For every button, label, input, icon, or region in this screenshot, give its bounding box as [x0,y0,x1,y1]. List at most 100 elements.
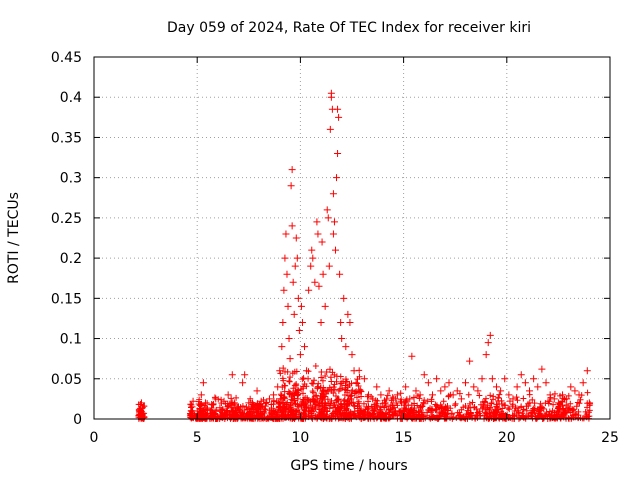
data-point-marker [303,413,310,420]
data-point [420,371,428,379]
data-point-marker [315,402,322,409]
data-point [585,399,593,407]
data-point-marker [573,403,580,410]
y-tick-label: 0.05 [51,372,82,388]
data-point [402,383,410,391]
data-point-marker [301,407,308,414]
data-point-marker [500,410,507,417]
data-point-marker [543,409,550,416]
data-point [571,387,579,395]
y-tick-label: 0.15 [51,291,82,307]
data-point [208,401,216,409]
data-point [346,318,354,326]
data-point [270,391,278,399]
data-point-marker [586,407,593,414]
data-point [538,365,546,373]
data-point [350,367,358,375]
data-point-marker [584,389,591,396]
data-point-marker [420,413,427,420]
data-point [321,302,329,310]
data-point-marker [312,405,319,412]
data-point-marker [290,408,297,415]
y-tick-label: 0.3 [60,171,82,187]
data-point-marker [332,392,339,399]
data-point [327,89,335,97]
data-point [550,395,558,403]
data-point-marker [452,400,459,407]
data-point-marker [410,407,417,414]
data-point-marker [326,366,333,373]
data-point-marker [258,404,265,411]
data-point [437,387,445,395]
data-point-marker [247,395,254,402]
data-point-marker [496,412,503,419]
data-point-marker [317,384,324,391]
data-point-marker [359,410,366,417]
data-point-marker [397,409,404,416]
data-point-marker [323,413,330,420]
data-point-marker [310,399,317,406]
data-point-marker [303,404,310,411]
data-point-marker [346,381,353,388]
data-point-marker [279,375,286,382]
data-point-marker [368,403,375,410]
data-point [301,343,309,351]
data-point-marker [476,392,483,399]
data-point-marker [280,404,287,411]
data-point-marker [545,400,552,407]
data-point-marker [495,394,502,401]
data-point-marker [553,414,560,421]
data-point [187,411,195,419]
data-point [513,383,521,391]
data-point [416,391,424,399]
data-point-marker [345,412,352,419]
data-point [501,375,509,383]
data-point-marker [350,399,357,406]
data-point-marker [432,401,439,408]
data-point-marker [323,368,330,375]
data-point-marker [413,409,420,416]
data-point [291,262,299,270]
data-point-marker [386,409,393,416]
data-point [398,399,406,407]
data-point [337,318,345,326]
data-point-marker [515,407,522,414]
data-point-marker [514,397,521,404]
data-point-marker [383,415,390,422]
data-point [385,387,393,395]
data-point-marker [224,415,231,422]
data-point [295,327,303,335]
data-point-marker [439,411,446,418]
data-point-marker [341,411,348,418]
data-point [546,391,554,399]
data-point-marker [226,411,233,418]
data-point [245,399,253,407]
data-point-marker [518,403,525,410]
data-point-marker [270,407,277,414]
data-point-marker [556,401,563,408]
data-point-marker [293,382,300,389]
data-point-marker [330,390,337,397]
data-point [197,391,205,399]
data-point [579,379,587,387]
data-point-marker [403,405,410,412]
data-point [224,391,232,399]
data-point-marker [540,405,547,412]
data-points [135,89,593,419]
data-point [276,367,284,375]
data-point-marker [569,407,576,414]
data-point [292,234,300,242]
data-point [526,387,534,395]
data-point-marker [519,410,526,417]
data-point-marker [493,401,500,408]
data-point [140,402,148,410]
data-point-marker [429,407,436,414]
data-point-marker [560,405,567,412]
data-point [563,395,571,403]
data-point [567,383,575,391]
x-tick-label: 15 [395,430,413,446]
data-point-marker [263,399,270,406]
data-point-marker [356,373,363,380]
data-point [331,246,339,254]
y-tick-label: 0.2 [60,251,82,267]
